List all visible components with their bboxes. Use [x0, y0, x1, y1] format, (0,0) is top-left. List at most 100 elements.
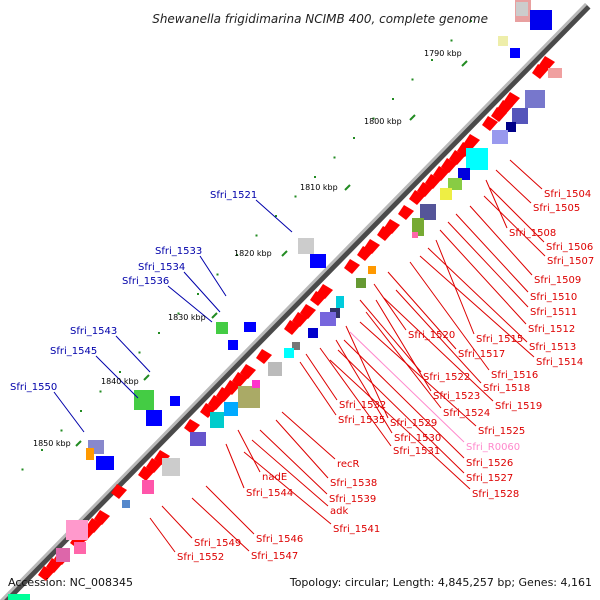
gene-label[interactable]: Sfri_1514: [536, 357, 583, 368]
gene-label[interactable]: Sfri_1507: [547, 256, 594, 267]
reverse-gene-block: [170, 396, 180, 406]
leader-line: [345, 325, 389, 419]
annotated-gene-block: [210, 412, 224, 428]
annotated-gene-block: [412, 232, 418, 238]
gene-label[interactable]: Sfri_1541: [333, 524, 380, 535]
leader-line: [237, 429, 261, 473]
leader-line: [373, 283, 407, 331]
gene-label[interactable]: Sfri_1520: [408, 330, 455, 341]
annotated-gene-block: [448, 178, 462, 190]
gene-label[interactable]: Sfri_1516: [491, 370, 538, 381]
leader-line: [281, 411, 336, 460]
leader-line: [387, 271, 457, 350]
leader-line: [343, 339, 465, 459]
major-tick: [211, 312, 218, 319]
forward-gene-arrow: [292, 312, 308, 327]
leader-line: [259, 429, 328, 495]
gene-label[interactable]: Sfri_1530: [394, 433, 441, 444]
minor-tick: [392, 98, 394, 100]
forward-gene-arrow: [111, 484, 127, 499]
gene-label[interactable]: Sfri_1535: [338, 415, 385, 426]
gene-label[interactable]: recR: [337, 459, 360, 470]
gene-label[interactable]: Sfri_1515: [476, 334, 523, 345]
leader-line: [199, 255, 227, 297]
annotated-gene-block: [190, 432, 206, 446]
annotated-gene-block: [368, 266, 376, 274]
leader-line: [485, 179, 508, 229]
leader-line: [255, 199, 293, 233]
leader-line: [375, 299, 432, 392]
gene-label[interactable]: Sfri_1546: [256, 534, 303, 545]
gene-label[interactable]: Sfri_1539: [329, 494, 376, 505]
forward-gene-arrow: [344, 259, 360, 274]
gene-label[interactable]: Sfri_1543: [70, 326, 117, 337]
gene-label[interactable]: Sfri_1529: [390, 418, 437, 429]
gene-label[interactable]: Sfri_1512: [528, 324, 575, 335]
gene-label[interactable]: Sfri_1504: [544, 189, 591, 200]
gene-label[interactable]: Sfri_1508: [509, 228, 556, 239]
gene-label[interactable]: Sfri_1525: [478, 426, 525, 437]
leader-line: [509, 159, 543, 190]
forward-strand-labels: Sfri_1504 Sfri_1505 Sfri_1508 Sfri_1506 …: [177, 189, 594, 563]
tick-label: 1790 kbp: [424, 49, 462, 58]
gene-label[interactable]: Sfri_1522: [423, 372, 470, 383]
forward-gene-arrow: [138, 466, 154, 481]
major-tick: [409, 114, 416, 121]
minor-tick: [216, 273, 219, 276]
leader-line: [409, 261, 490, 371]
gene-label[interactable]: Sfri_1545: [50, 346, 97, 357]
minor-tick: [333, 156, 336, 159]
reverse-gene-block: [216, 322, 228, 334]
gene-label[interactable]: Sfri_1550: [10, 382, 57, 393]
leader-line: [191, 497, 250, 552]
annotated-gene-block: [142, 480, 154, 494]
gene-label[interactable]: adk: [330, 506, 348, 517]
gene-label[interactable]: Sfri_1552: [177, 552, 224, 563]
gene-label[interactable]: Sfri_1513: [529, 342, 576, 353]
annotated-gene-block: [420, 204, 436, 220]
gene-label[interactable]: Sfri_1519: [495, 401, 542, 412]
gene-label[interactable]: Sfri_1527: [466, 473, 513, 484]
gene-label[interactable]: Sfri_1547: [251, 551, 298, 562]
gene-label[interactable]: Sfri_1534: [138, 262, 185, 273]
minor-tick: [138, 351, 141, 354]
reverse-gene-block: [298, 238, 314, 254]
gene-label[interactable]: Sfri_1524: [443, 408, 490, 419]
gene-label[interactable]: Sfri_1526: [466, 458, 513, 469]
gene-label[interactable]: nadE: [262, 472, 287, 483]
tick-marks: [21, 20, 472, 471]
annotated-gene-block: [224, 402, 238, 416]
gene-label[interactable]: Sfri_1511: [530, 307, 577, 318]
gene-label[interactable]: Sfri_1532: [339, 400, 386, 411]
gene-label[interactable]: Sfri_1509: [534, 275, 581, 286]
gene-label[interactable]: Sfri_1523: [433, 391, 480, 402]
leader-line: [495, 169, 532, 204]
gene-label[interactable]: Sfri_1521: [210, 190, 257, 201]
major-tick: [461, 60, 468, 67]
gene-label[interactable]: Sfri_1517: [458, 349, 505, 360]
leader-line: [359, 299, 422, 373]
annotated-gene-block: [122, 500, 130, 508]
forward-gene-arrow: [86, 518, 102, 533]
minor-tick: [372, 117, 375, 120]
gene-label[interactable]: Sfri_1510: [530, 292, 577, 303]
annotated-gene-block: [238, 386, 260, 408]
gene-label[interactable]: Sfri_1544: [246, 488, 293, 499]
annotated-gene-block: [458, 168, 470, 180]
leader-line: [383, 297, 494, 402]
gene-label[interactable]: Sfri_1506: [546, 242, 593, 253]
gene-label[interactable]: Sfri_1536: [122, 276, 169, 287]
minor-tick: [41, 449, 43, 451]
gene-label[interactable]: Sfri_1533: [155, 246, 202, 257]
gene-label[interactable]: Sfri_1531: [393, 446, 440, 457]
annotated-gene-block: [320, 312, 336, 326]
major-tick: [281, 250, 288, 257]
gene-label[interactable]: Sfri_1528: [472, 489, 519, 500]
annotated-gene-block: [548, 68, 562, 78]
gene-label[interactable]: Sfri_1538: [330, 478, 377, 489]
gene-label[interactable]: Sfri_1505: [533, 203, 580, 214]
gene-label[interactable]: Sfri_R0060: [466, 442, 520, 453]
gene-label[interactable]: Sfri_1549: [194, 538, 241, 549]
gene-label[interactable]: Sfri_1518: [483, 383, 530, 394]
minor-tick: [158, 332, 160, 334]
